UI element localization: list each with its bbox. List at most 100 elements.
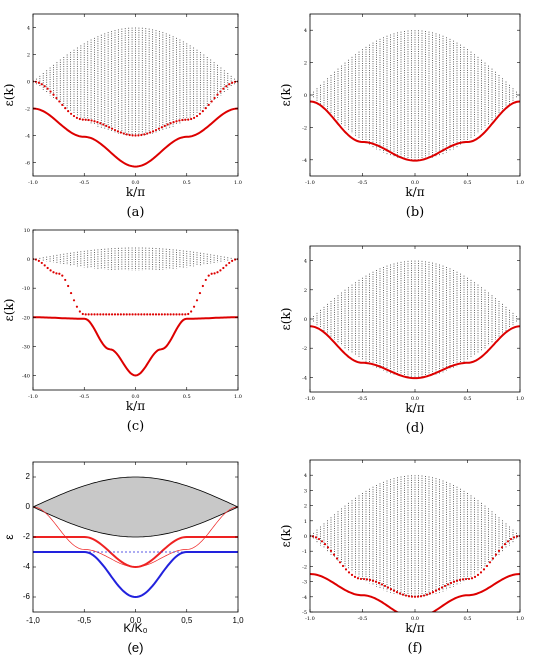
series-0-point [181, 313, 184, 316]
series-0-point [350, 573, 354, 577]
series-0-point [228, 261, 231, 265]
x-tick-label: 0.0 [132, 394, 140, 400]
series-0-point [113, 128, 117, 132]
x-axis-label: k/π [126, 185, 145, 199]
panel-caption: (e) [128, 640, 144, 655]
x-axis-label: k/π [405, 401, 424, 415]
series-0-point [377, 581, 381, 585]
series-0-point [195, 299, 199, 302]
series-0-point [187, 118, 190, 121]
x-tick-label: -1.0 [305, 396, 315, 402]
y-tick-label: -3 [302, 580, 307, 586]
y-tick-label: -5 [302, 610, 307, 616]
series-0-point [482, 568, 486, 571]
y-tick-label: 0 [304, 317, 307, 323]
series-0-point [410, 595, 414, 598]
series-0-point [233, 80, 237, 83]
series-0-point [512, 536, 516, 539]
series-0-point [184, 313, 187, 316]
series-0-point [166, 123, 169, 126]
series-0-point [149, 131, 152, 134]
x-tick-label: 1.0 [234, 394, 242, 400]
series-0-point [198, 112, 202, 115]
plot-area [310, 30, 520, 162]
series-0-point [140, 133, 143, 137]
series-0-point [500, 546, 504, 549]
series-0-point [99, 313, 102, 316]
series-0-point [428, 592, 432, 595]
series-0-point [213, 272, 216, 275]
series-0-point [201, 284, 204, 288]
x-tick-label: -0.5 [79, 180, 89, 186]
y-tick-label: -4 [302, 158, 307, 164]
x-axis-label: k/π [405, 185, 424, 199]
series-0-point [143, 313, 146, 316]
series-0-point [116, 130, 120, 133]
y-tick-label: 2 [304, 504, 307, 510]
y-tick-label: -30 [22, 344, 30, 350]
y-tick-label: -6 [25, 161, 30, 167]
x-tick-label: -0.5 [79, 394, 89, 400]
series-0-point [344, 568, 348, 571]
plot-area [310, 260, 520, 380]
series-0-point [81, 312, 84, 316]
x-tick-label: 0.5 [464, 180, 472, 186]
series-0-point [99, 122, 102, 125]
y-tick-label: -4 [23, 562, 31, 571]
series-0-point [125, 313, 128, 316]
series-0-point [184, 118, 187, 121]
series-0-point [416, 595, 420, 598]
series-0-point [163, 124, 166, 127]
series-0-point [458, 578, 462, 581]
series-0-point [137, 313, 140, 316]
series-0-point [198, 291, 202, 295]
series-0-point [323, 542, 327, 546]
series-0-point [392, 589, 396, 592]
panel-caption: (d) [406, 421, 424, 436]
y-axis-label: ε [2, 534, 16, 540]
series-0-point [329, 549, 333, 552]
series-0-point [371, 579, 375, 582]
series-0-point [61, 103, 64, 106]
x-tick-label: 1.0 [516, 180, 524, 186]
series-0-point [90, 119, 93, 122]
x-tick-label: -1.0 [305, 616, 315, 622]
y-tick-label: 10 [24, 228, 30, 234]
series-0-point [151, 130, 155, 133]
series-0-point [134, 313, 137, 316]
series-0-point [219, 269, 222, 272]
plot-area [310, 475, 520, 612]
series-0-point [338, 561, 342, 564]
y-axis-label: ε(k) [2, 84, 16, 107]
x-tick-label: -0.5 [358, 616, 368, 622]
series-0-point [49, 90, 52, 93]
series-0-point [515, 535, 519, 538]
y-tick-label: 1 [304, 519, 307, 525]
series-0-point [395, 591, 399, 594]
y-tick-label: 4 [304, 28, 307, 34]
series-0-point [108, 313, 111, 316]
series-0-point [178, 119, 181, 122]
series-0-point [64, 278, 67, 282]
series-0-point [437, 588, 441, 591]
series-0-line [310, 100, 520, 162]
series-0-point [122, 313, 125, 316]
series-0-point [374, 580, 378, 583]
series-0-point [55, 96, 58, 100]
series-0-point [356, 577, 360, 580]
series-0-point [431, 591, 435, 594]
series-0-point [503, 542, 507, 546]
x-tick-label: 1.0 [516, 396, 524, 402]
series-0-point [58, 100, 61, 103]
x-tick-label: -0.5 [358, 396, 368, 402]
x-tick-label: 0.0 [132, 180, 140, 186]
x-tick-label: -1.0 [28, 180, 38, 186]
y-tick-label: 3 [304, 488, 307, 494]
panel-caption: (f) [408, 641, 423, 656]
panel-c: -1.0 -0.5 0.0 0.5 1.0 -40 -30 -20 -10 0 10 k/π ε(k) (… [2, 228, 242, 434]
x-tick-label: 0.5 [183, 394, 191, 400]
series-0-point [341, 564, 345, 568]
series-0-point [116, 313, 120, 316]
series-0-point [131, 313, 134, 316]
x-axis-label: k/π [126, 399, 145, 413]
